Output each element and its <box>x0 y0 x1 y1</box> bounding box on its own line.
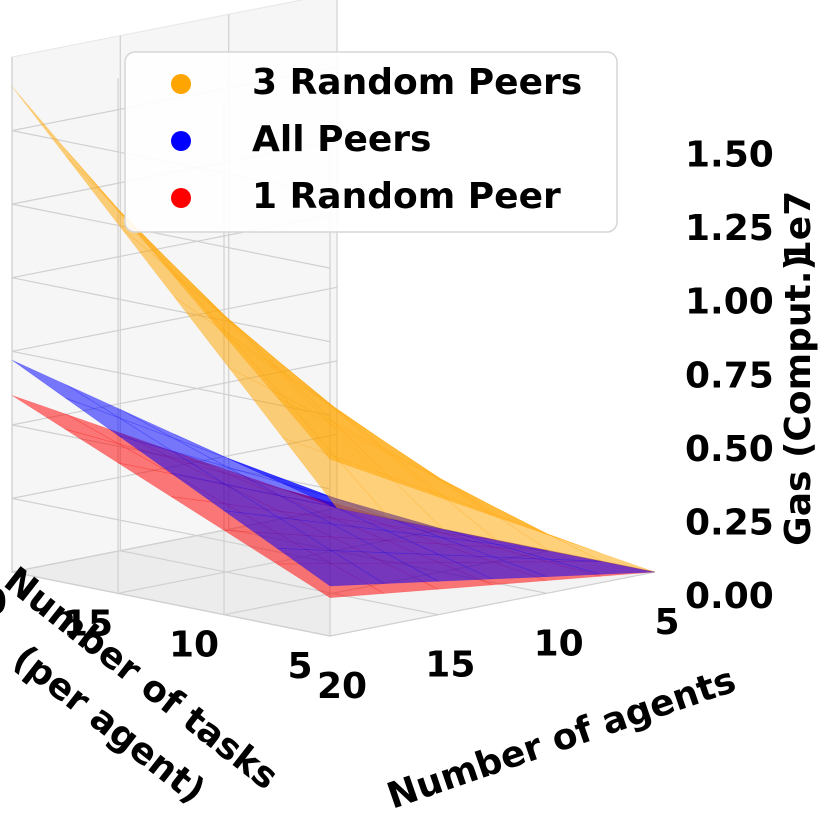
x-tick-label: 10 <box>534 623 584 664</box>
legend-label: 1 Random Peer <box>252 176 561 217</box>
legend-marker <box>171 74 191 94</box>
surface-patch <box>280 369 388 452</box>
surfaces <box>11 86 656 599</box>
x-tick-label: 20 <box>317 666 367 707</box>
surface-patch <box>441 495 550 551</box>
surface-patch <box>66 384 174 439</box>
legend-marker <box>171 131 191 151</box>
z-axis-title: Gas (Comput.) <box>778 254 819 546</box>
z-tick-label: 1.50 <box>685 135 774 176</box>
z-axis-offset-label: 1e7 <box>778 191 819 266</box>
surface-patch <box>330 550 440 584</box>
tick-labels: 510152051015200.000.250.500.751.001.251.… <box>0 135 774 707</box>
surface-patch <box>228 367 337 458</box>
z-tick-label: 0.50 <box>685 429 774 470</box>
surface-patch <box>281 395 390 477</box>
surface-patch <box>276 547 386 587</box>
gridline-gas <box>11 433 338 563</box>
surface-3-random-peers <box>11 86 656 573</box>
z-tick-label: 0.25 <box>685 502 774 543</box>
legend: 3 Random Peers All Peers 1 Random Peer <box>124 51 618 233</box>
y-tick-label: 20 <box>0 582 7 623</box>
surface-patch <box>547 533 656 573</box>
x-tick-label: 15 <box>425 645 475 686</box>
y-tick-label: 5 <box>287 646 312 687</box>
z-tick-label: 0.00 <box>685 576 774 617</box>
y-tick-label: 10 <box>169 625 219 666</box>
surface-patch <box>388 475 497 541</box>
legend-box <box>124 51 618 233</box>
surface-patch <box>228 458 336 499</box>
gridline-gas <box>11 286 338 416</box>
z-tick-label: 1.25 <box>685 208 774 249</box>
z-tick-label: 1.00 <box>685 282 774 323</box>
x-tick-label: 5 <box>654 602 679 643</box>
surface-patch <box>334 422 442 496</box>
legend-marker <box>171 188 191 208</box>
legend-label: All Peers <box>252 119 431 160</box>
z-tick-label: 0.75 <box>685 355 774 396</box>
y-tick-label: 15 <box>63 603 113 644</box>
legend-label: 3 Random Peers <box>252 62 582 103</box>
